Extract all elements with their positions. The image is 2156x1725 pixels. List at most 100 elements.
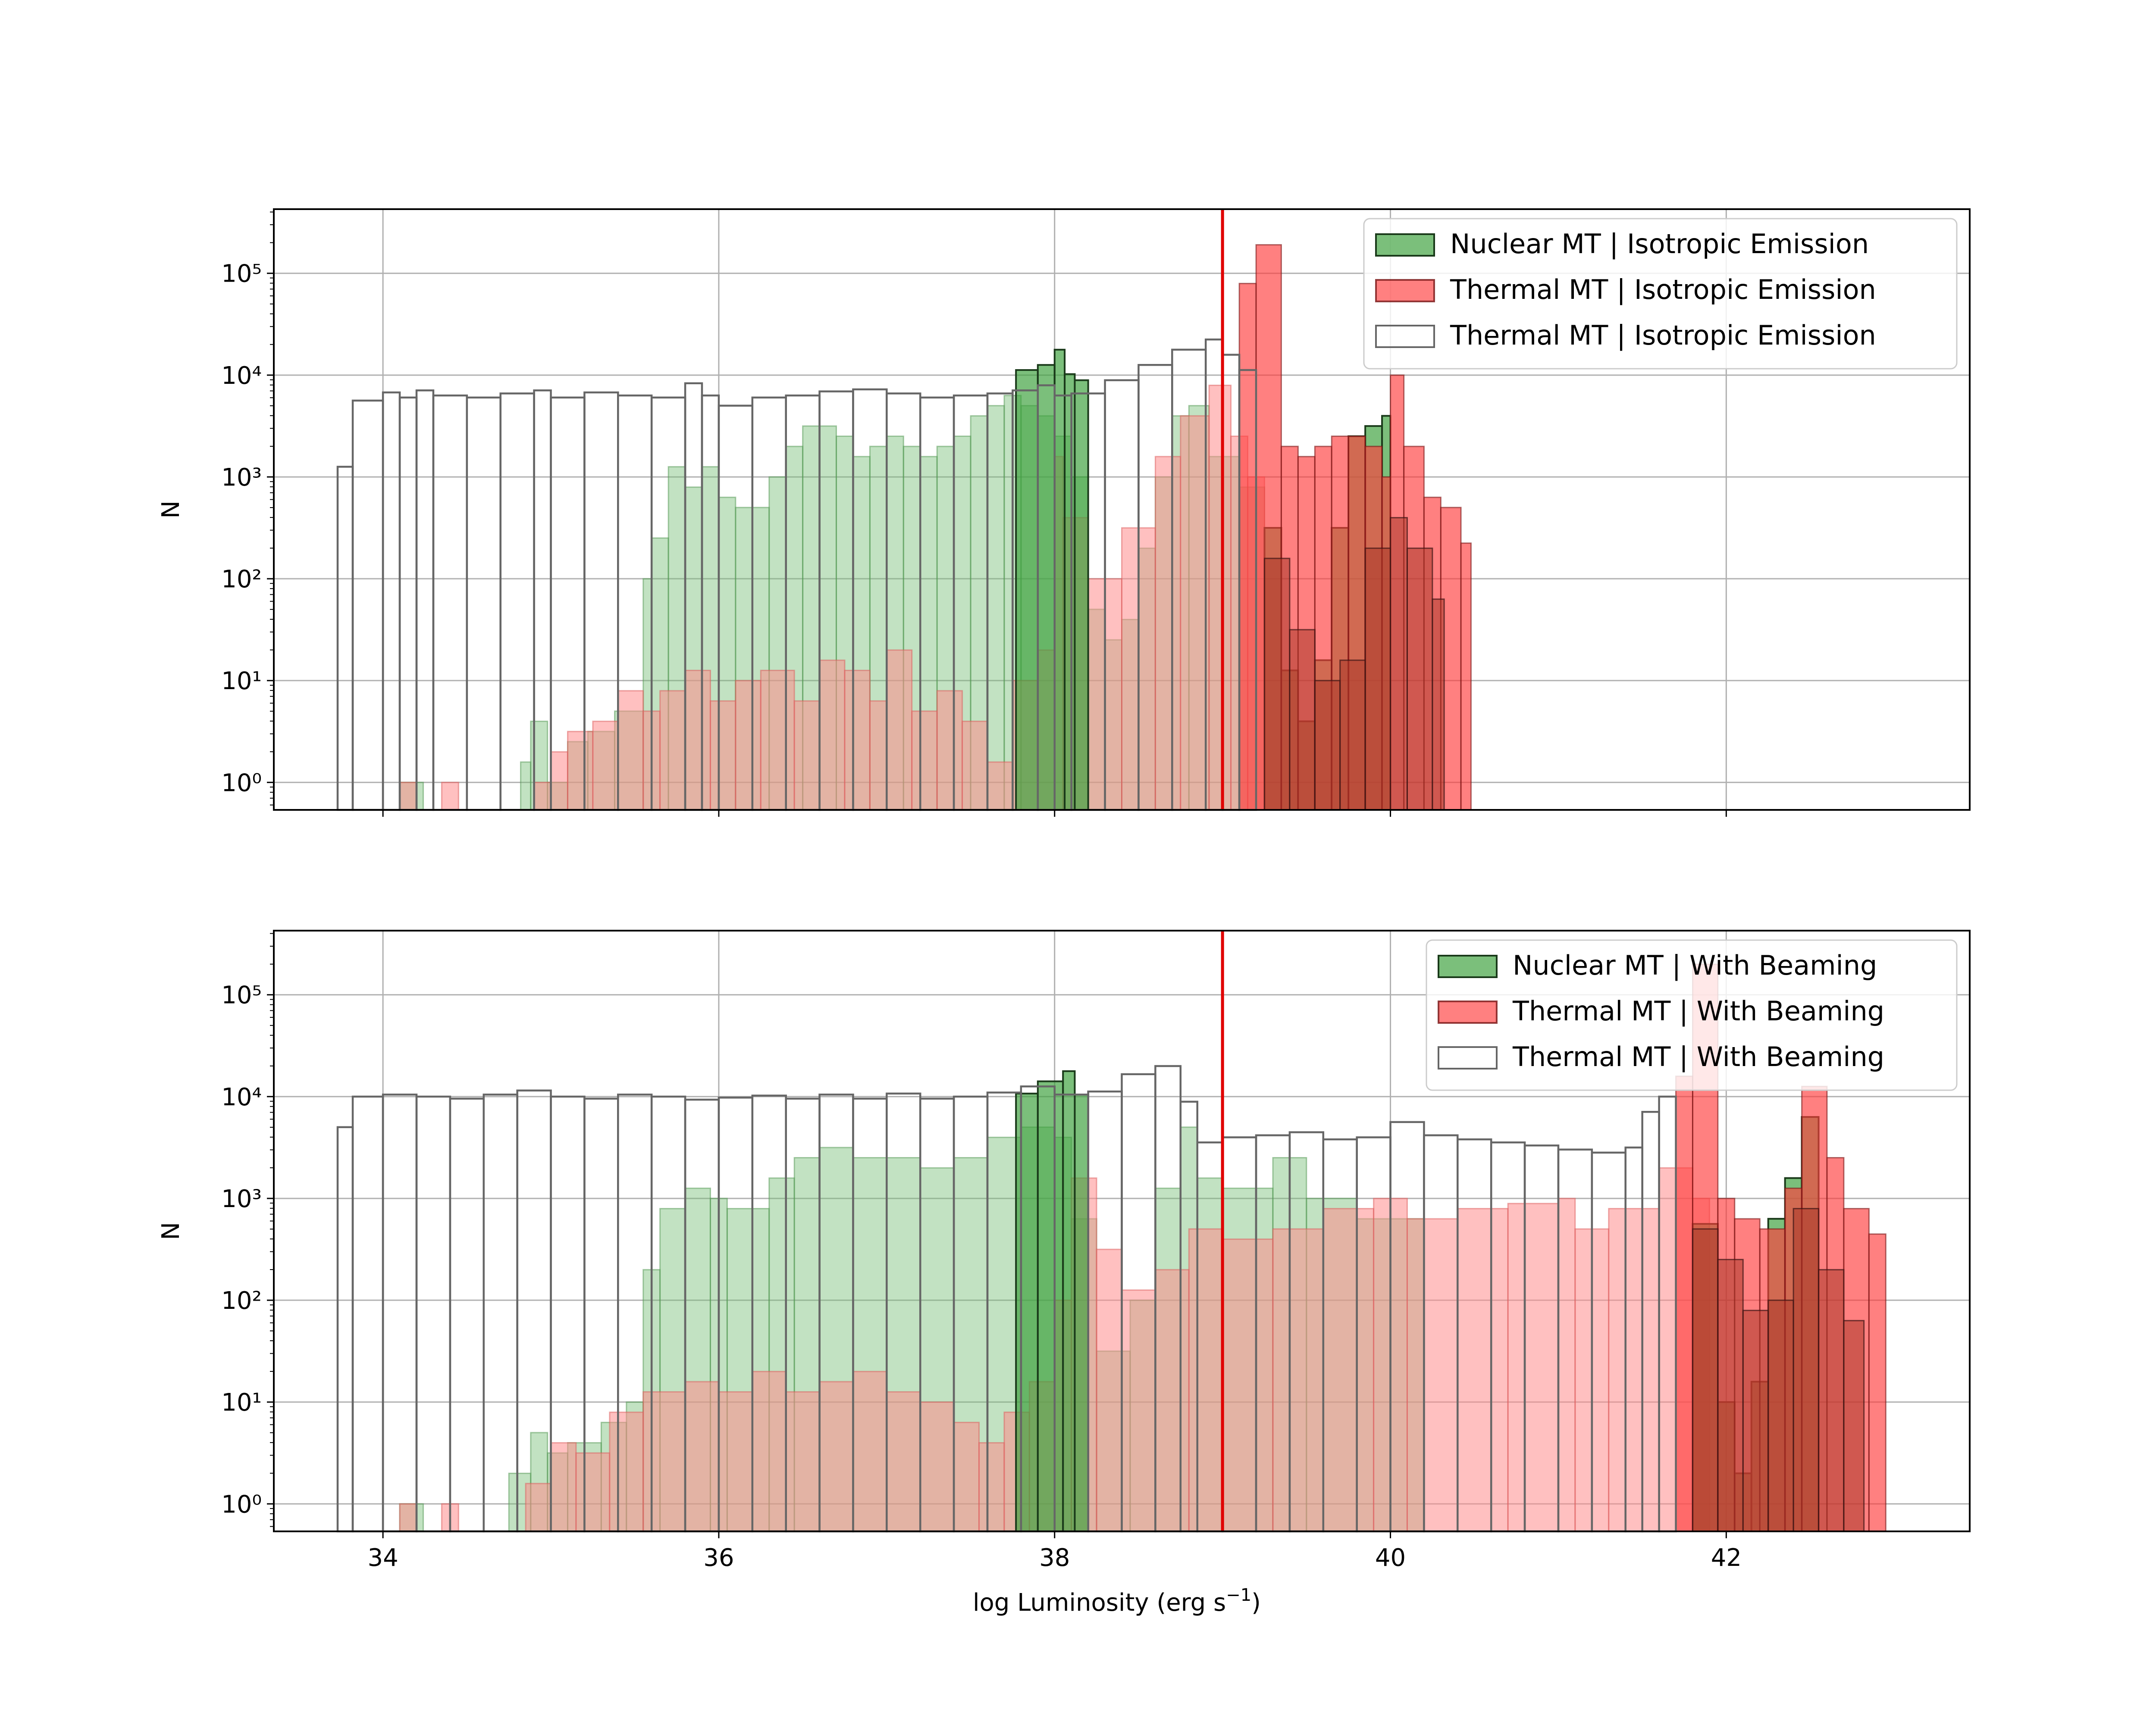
y-tick-label: 10² <box>221 1287 262 1315</box>
histogram-bin <box>1406 547 1433 811</box>
histogram-bin <box>953 1421 980 1532</box>
top-panel-ticks: 10⁰ 10¹ 10² 10³ 10⁴ 10⁵ <box>221 211 1727 817</box>
histogram-bin <box>1238 282 1257 811</box>
histogram-bin <box>684 1381 720 1532</box>
histogram-bin <box>1322 1208 1375 1532</box>
legend-entry-label: Thermal MT | Isotropic Emission <box>1450 320 1876 351</box>
bottom-panel: 34 36 38 40 42 10⁰ 10¹ 10² 10³ 10⁴ 10⁵ N Nuclear M… <box>157 930 1971 1572</box>
legend-entry-label: Thermal MT | Isotropic Emission <box>1450 274 1876 306</box>
histogram-bin <box>911 710 938 811</box>
legend-swatch <box>1438 955 1498 978</box>
histogram-bin <box>844 670 871 811</box>
histogram-bin <box>1289 629 1316 811</box>
histogram-bin <box>1742 1310 1769 1532</box>
histogram-bin <box>659 690 686 811</box>
legend-entry-label: Nuclear MT | Isotropic Emission <box>1450 228 1869 260</box>
histogram-bin <box>684 670 711 811</box>
histogram-bin <box>1717 1259 1744 1532</box>
histogram-bin <box>1074 1094 1089 1533</box>
histogram-bin <box>1818 1269 1845 1532</box>
histogram-bin <box>793 700 821 811</box>
histogram-bin <box>886 649 913 811</box>
legend-swatch <box>1438 1000 1498 1024</box>
x-tick-label: 38 <box>1039 1544 1070 1572</box>
histogram-bin <box>1096 1248 1123 1532</box>
legend-swatch <box>1375 279 1435 302</box>
histogram-bin <box>1364 547 1391 811</box>
top-panel-legend: Nuclear MT | Isotropic Emission Thermal M… <box>1363 218 1958 370</box>
bottom-panel-frame <box>273 930 1971 1532</box>
histogram-bin <box>1868 1233 1887 1532</box>
histogram-bin <box>399 781 417 811</box>
histogram-bin <box>520 761 532 811</box>
bottom-panel-ticks: 34 36 38 40 42 10⁰ 10¹ 10² 10³ 10⁴ 10⁵ <box>221 933 1742 1572</box>
histogram-bin <box>1843 1320 1865 1532</box>
histogram-bin <box>642 1391 686 1532</box>
bottom-panel-histograms <box>336 963 1887 1533</box>
y-tick-label: 10⁰ <box>221 1490 262 1518</box>
x-axis-label-superscript: −1 <box>1226 1585 1251 1605</box>
histogram-bin <box>1180 415 1210 811</box>
histogram-bin <box>1314 680 1341 811</box>
histogram-bin <box>735 680 761 811</box>
histogram-bin <box>525 1483 552 1532</box>
histogram-bin <box>550 751 568 811</box>
histogram-bin <box>575 1452 611 1532</box>
histogram-bin <box>1015 369 1039 811</box>
x-axis-label-end: ) <box>1251 1589 1261 1617</box>
histogram-bin <box>1062 1070 1076 1532</box>
legend-entry-label: Thermal MT | With Beaming <box>1512 1041 1884 1073</box>
y-tick-label: 10⁴ <box>221 1083 262 1111</box>
histogram-bin <box>1767 1299 1794 1532</box>
histogram-bin <box>1339 659 1366 811</box>
histogram-bin <box>718 1391 753 1532</box>
histogram-bin <box>869 700 887 811</box>
histogram-bin <box>609 1411 644 1532</box>
legend-entry-label: Thermal MT | With Beaming <box>1512 995 1884 1027</box>
y-tick-label: 10⁴ <box>221 362 262 390</box>
histogram-bin <box>399 1503 417 1532</box>
histogram-bin <box>1053 348 1066 811</box>
histogram-bin <box>592 721 619 811</box>
histogram-bin <box>1154 1269 1190 1532</box>
histogram-bin <box>709 700 736 811</box>
histogram-bin <box>533 781 552 811</box>
histogram-bin <box>441 781 459 811</box>
histogram-bin <box>819 659 846 811</box>
histogram-bin <box>1208 384 1232 811</box>
y-tick-label: 10⁰ <box>221 769 262 797</box>
histogram-bin <box>1222 1238 1274 1532</box>
bottom-panel-legend: Nuclear MT | With Beaming Thermal MT | Wi… <box>1426 939 1958 1091</box>
y-tick-label: 10⁵ <box>221 260 262 288</box>
legend-box <box>1363 218 1958 370</box>
top-panel-y-axis-label: N <box>157 501 185 519</box>
histogram-bin <box>1188 1228 1223 1532</box>
histogram-series-dark-red <box>1692 1208 1865 1532</box>
legend-swatch <box>1375 233 1435 257</box>
y-tick-label: 10⁵ <box>221 982 262 1010</box>
histogram-bin <box>852 1371 887 1532</box>
y-tick-label: 10¹ <box>221 667 262 695</box>
histogram-bin <box>1263 558 1291 811</box>
histogram-bin <box>1272 1228 1324 1532</box>
histogram-bin <box>1037 1080 1064 1532</box>
histogram-bin <box>1015 1092 1039 1532</box>
histogram-bin <box>978 1442 1005 1532</box>
x-tick-label: 40 <box>1375 1544 1406 1572</box>
y-tick-label: 10³ <box>221 464 262 492</box>
histogram-bin <box>886 1391 921 1532</box>
histogram-bin <box>785 1391 821 1532</box>
histogram-bin <box>987 405 1005 811</box>
histogram-bin <box>760 670 795 811</box>
histogram-bin <box>1460 542 1472 811</box>
bottom-panel-y-axis-label: N <box>157 1222 185 1240</box>
legend-swatch <box>1438 1046 1498 1070</box>
histogram-bin <box>1457 1208 1509 1532</box>
histogram-bin <box>550 1442 577 1532</box>
legend-entry-label: Nuclear MT | With Beaming <box>1513 950 1877 982</box>
legend-swatch <box>1375 325 1435 348</box>
histogram-bin <box>1507 1203 1559 1532</box>
legend-box <box>1426 939 1958 1091</box>
histogram-bin <box>1557 1198 1576 1532</box>
